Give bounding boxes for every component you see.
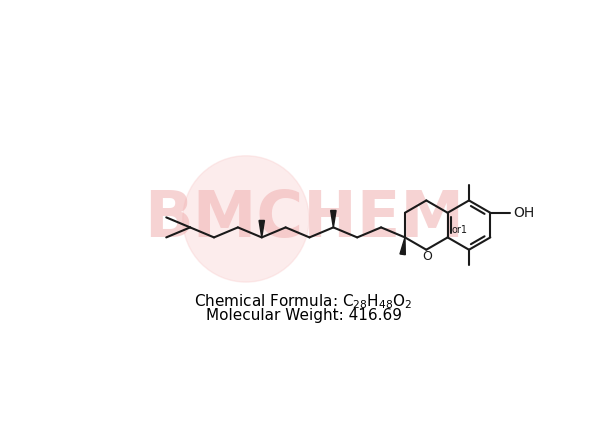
Text: Chemical Formula: $\mathrm{C_{28}H_{48}O_2}$: Chemical Formula: $\mathrm{C_{28}H_{48}O… xyxy=(194,292,413,311)
Polygon shape xyxy=(400,238,406,255)
Circle shape xyxy=(183,156,309,282)
Polygon shape xyxy=(331,210,336,227)
Polygon shape xyxy=(259,220,265,238)
Text: or1: or1 xyxy=(451,225,467,235)
Text: BMCHEM: BMCHEM xyxy=(143,188,464,250)
Text: OH: OH xyxy=(514,206,535,220)
Text: O: O xyxy=(422,251,432,264)
Text: Molecular Weight: 416.69: Molecular Weight: 416.69 xyxy=(206,308,401,323)
